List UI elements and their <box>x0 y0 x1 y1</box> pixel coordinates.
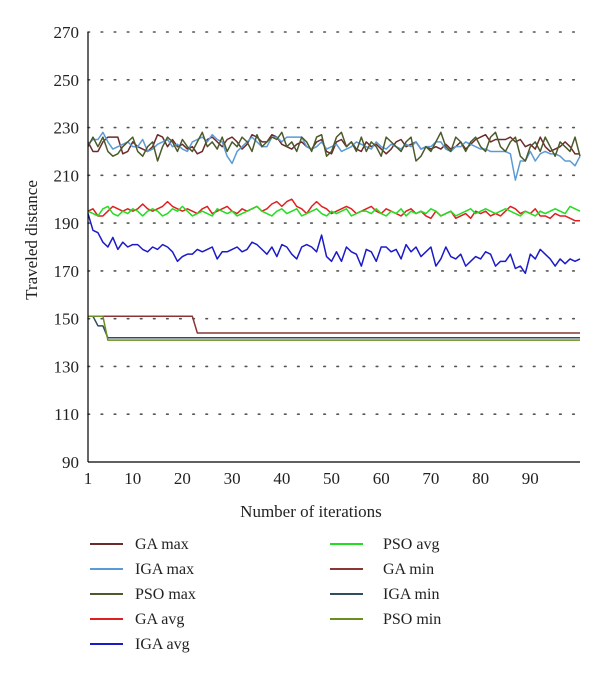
y-tick-label: 250 <box>54 71 80 90</box>
y-tick-label: 230 <box>54 119 80 138</box>
x-tick-label: 40 <box>273 469 290 488</box>
y-tick-labels: 90 110 130 150 170 190 210 230 250 270 <box>54 23 80 472</box>
legend: GA max IGA max PSO max GA avg IGA avg PSO avg… <box>90 536 441 653</box>
series-line-pso-avg <box>87 205 581 217</box>
series-lines <box>87 131 581 341</box>
legend-label: IGA avg <box>135 636 190 653</box>
legend-label: GA max <box>135 536 189 553</box>
y-tick-label: 150 <box>54 310 80 329</box>
x-tick-labels: 1 10 20 30 40 50 60 70 80 90 <box>84 469 539 488</box>
x-tick-label: 30 <box>224 469 241 488</box>
axes <box>87 32 580 463</box>
x-tick-label: 90 <box>522 469 539 488</box>
y-tick-label: 190 <box>54 214 80 233</box>
legend-item: PSO min <box>330 611 441 628</box>
legend-label: PSO avg <box>383 536 439 553</box>
y-tick-label: 130 <box>54 357 80 376</box>
legend-label: PSO min <box>383 611 441 628</box>
legend-item: PSO max <box>90 586 196 603</box>
legend-item: PSO avg <box>330 536 439 553</box>
legend-label: GA min <box>383 561 434 578</box>
y-tick-label: 90 <box>62 453 79 472</box>
legend-item: IGA avg <box>90 636 190 653</box>
y-tick-label: 270 <box>54 23 80 42</box>
x-axis-title: Number of iterations <box>240 502 382 521</box>
x-tick-label: 70 <box>422 469 439 488</box>
series-line-iga-min <box>88 315 580 339</box>
legend-item: GA max <box>90 536 189 553</box>
series-line-pso-max <box>87 131 581 162</box>
x-tick-label: 60 <box>373 469 390 488</box>
y-axis-title: Traveled distance <box>22 180 41 300</box>
legend-label: PSO max <box>135 586 196 603</box>
x-tick-label: 20 <box>174 469 191 488</box>
legend-label: IGA min <box>383 586 439 603</box>
y-tick-label: 110 <box>54 405 79 424</box>
y-tick-label: 170 <box>54 262 80 281</box>
x-tick-label: 1 <box>84 469 93 488</box>
legend-item: IGA min <box>330 586 439 603</box>
x-tick-label: 50 <box>323 469 340 488</box>
y-tick-label: 210 <box>54 166 80 185</box>
legend-label: GA avg <box>135 611 184 628</box>
x-tick-label: 80 <box>472 469 489 488</box>
legend-item: GA min <box>330 561 434 578</box>
legend-label: IGA max <box>135 561 194 578</box>
x-tick-label: 10 <box>124 469 141 488</box>
legend-item: GA avg <box>90 611 184 628</box>
series-line-ga-min <box>88 315 580 334</box>
series-line-iga-avg <box>87 213 581 275</box>
grid-lines <box>87 31 581 416</box>
series-line-pso-min <box>88 315 580 341</box>
legend-item: IGA max <box>90 561 194 578</box>
